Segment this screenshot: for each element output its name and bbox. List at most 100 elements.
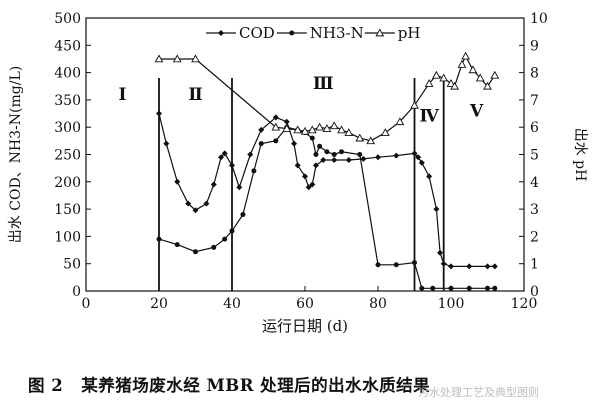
data-point-cod xyxy=(331,156,338,163)
data-point-cod xyxy=(294,162,301,169)
data-point-cod xyxy=(484,263,491,270)
data-point-nh3-n xyxy=(324,149,330,155)
y-right-tick-label: 3 xyxy=(530,202,539,218)
data-point-cod xyxy=(440,260,447,267)
data-point-cod xyxy=(426,173,433,180)
data-point-ph xyxy=(475,73,485,82)
data-point-ph xyxy=(271,122,281,131)
data-point-ph xyxy=(344,128,354,136)
data-point-ph xyxy=(446,78,456,87)
series-ph xyxy=(154,51,500,145)
data-point-nh3-n xyxy=(485,285,490,291)
data-point-cod xyxy=(218,154,225,161)
series-nh3-n xyxy=(156,124,498,291)
data-point-cod xyxy=(236,184,243,191)
data-point-nh3-n xyxy=(313,152,319,157)
y-left-tick-label: 250 xyxy=(54,148,81,164)
data-point-ph xyxy=(366,136,376,145)
data-point-ph xyxy=(355,133,365,142)
x-tick-label: 0 xyxy=(82,296,91,312)
y-right-tick-label: 4 xyxy=(530,175,539,191)
y-right-tick-label: 9 xyxy=(530,38,539,54)
data-point-cod xyxy=(272,114,279,121)
data-point-ph xyxy=(457,59,467,68)
legend-label: pH xyxy=(398,24,421,42)
phase-label: Ⅴ xyxy=(469,101,484,121)
y-left-tick-label: 400 xyxy=(54,66,81,82)
data-point-cod xyxy=(229,162,235,169)
data-point-cod xyxy=(309,181,316,188)
data-point-ph xyxy=(490,70,500,79)
y-left-tick-label: 0 xyxy=(72,284,81,300)
data-point-ph xyxy=(307,125,317,134)
data-point-cod xyxy=(415,154,422,161)
data-point-ph xyxy=(329,121,339,130)
data-point-cod xyxy=(411,150,418,157)
data-point-nh3-n xyxy=(492,285,498,291)
phase-label: Ⅱ xyxy=(188,85,202,105)
data-point-ph xyxy=(154,54,164,63)
data-point-cod xyxy=(258,126,265,133)
data-point-ph xyxy=(461,51,470,60)
data-point-cod xyxy=(448,263,454,270)
data-point-ph xyxy=(191,54,200,63)
data-point-nh3-n xyxy=(229,228,235,234)
data-point-ph xyxy=(337,125,346,134)
x-tick-label: 120 xyxy=(511,296,538,312)
y-left-tick-label: 350 xyxy=(54,93,81,109)
data-point-cod xyxy=(375,154,381,161)
data-point-cod xyxy=(433,206,440,213)
x-tick-label: 80 xyxy=(369,296,387,312)
phase-label: Ⅳ xyxy=(419,107,439,127)
data-point-nh3-n xyxy=(448,285,454,291)
data-point-cod xyxy=(305,184,312,191)
data-point-cod xyxy=(393,152,400,159)
legend-label: COD xyxy=(239,24,275,42)
data-point-cod xyxy=(185,200,192,207)
data-point-cod xyxy=(174,178,181,185)
y-left-tick-label: 450 xyxy=(54,38,81,54)
data-point-nh3-n xyxy=(466,285,472,291)
legend-marker xyxy=(289,30,295,36)
data-point-nh3-n xyxy=(317,143,323,149)
caption-number: 图 2 xyxy=(28,376,64,395)
watermark-text: 污水处理工艺及典型图则 xyxy=(418,386,539,399)
data-point-nh3-n xyxy=(430,285,436,291)
data-point-ph xyxy=(282,124,292,132)
data-point-cod xyxy=(203,200,210,207)
legend-item-ph: pH xyxy=(364,24,421,42)
data-point-nh3-n xyxy=(240,212,246,218)
data-point-cod xyxy=(360,155,367,162)
data-point-cod xyxy=(192,207,199,214)
y-left-axis-label: 出水 COD、NH3-N(mg/L) xyxy=(8,66,24,243)
y-right-tick-label: 1 xyxy=(530,257,539,273)
y-right-tick-label: 8 xyxy=(530,66,539,82)
data-point-ph xyxy=(424,78,434,87)
legend-marker xyxy=(375,28,385,37)
data-point-cod xyxy=(491,263,498,270)
data-point-ph xyxy=(410,100,419,109)
series-cod xyxy=(156,110,498,270)
plot-frame xyxy=(85,17,525,292)
legend-item-cod: COD xyxy=(206,24,275,42)
data-point-ph xyxy=(315,122,324,131)
data-point-nh3-n xyxy=(174,242,180,248)
phase-label: Ⅲ xyxy=(313,74,334,94)
data-point-cod xyxy=(345,156,352,163)
data-point-ph xyxy=(439,73,449,82)
data-point-ph xyxy=(300,126,310,135)
figure-caption: 图 2 某养猪场废水经 MBR 处理后的出水水质结果 xyxy=(28,372,430,396)
data-point-ph xyxy=(468,65,478,74)
data-point-cod xyxy=(247,151,254,158)
data-point-ph xyxy=(380,128,390,136)
y-right-tick-label: 10 xyxy=(530,11,548,27)
data-point-cod xyxy=(156,110,162,117)
legend-marker xyxy=(218,30,224,36)
data-point-nh3-n xyxy=(273,138,279,144)
data-point-nh3-n xyxy=(357,152,363,157)
data-point-nh3-n xyxy=(222,236,228,242)
data-point-nh3-n xyxy=(419,285,425,291)
phase-label: Ⅰ xyxy=(119,85,127,105)
data-point-ph xyxy=(432,70,441,79)
